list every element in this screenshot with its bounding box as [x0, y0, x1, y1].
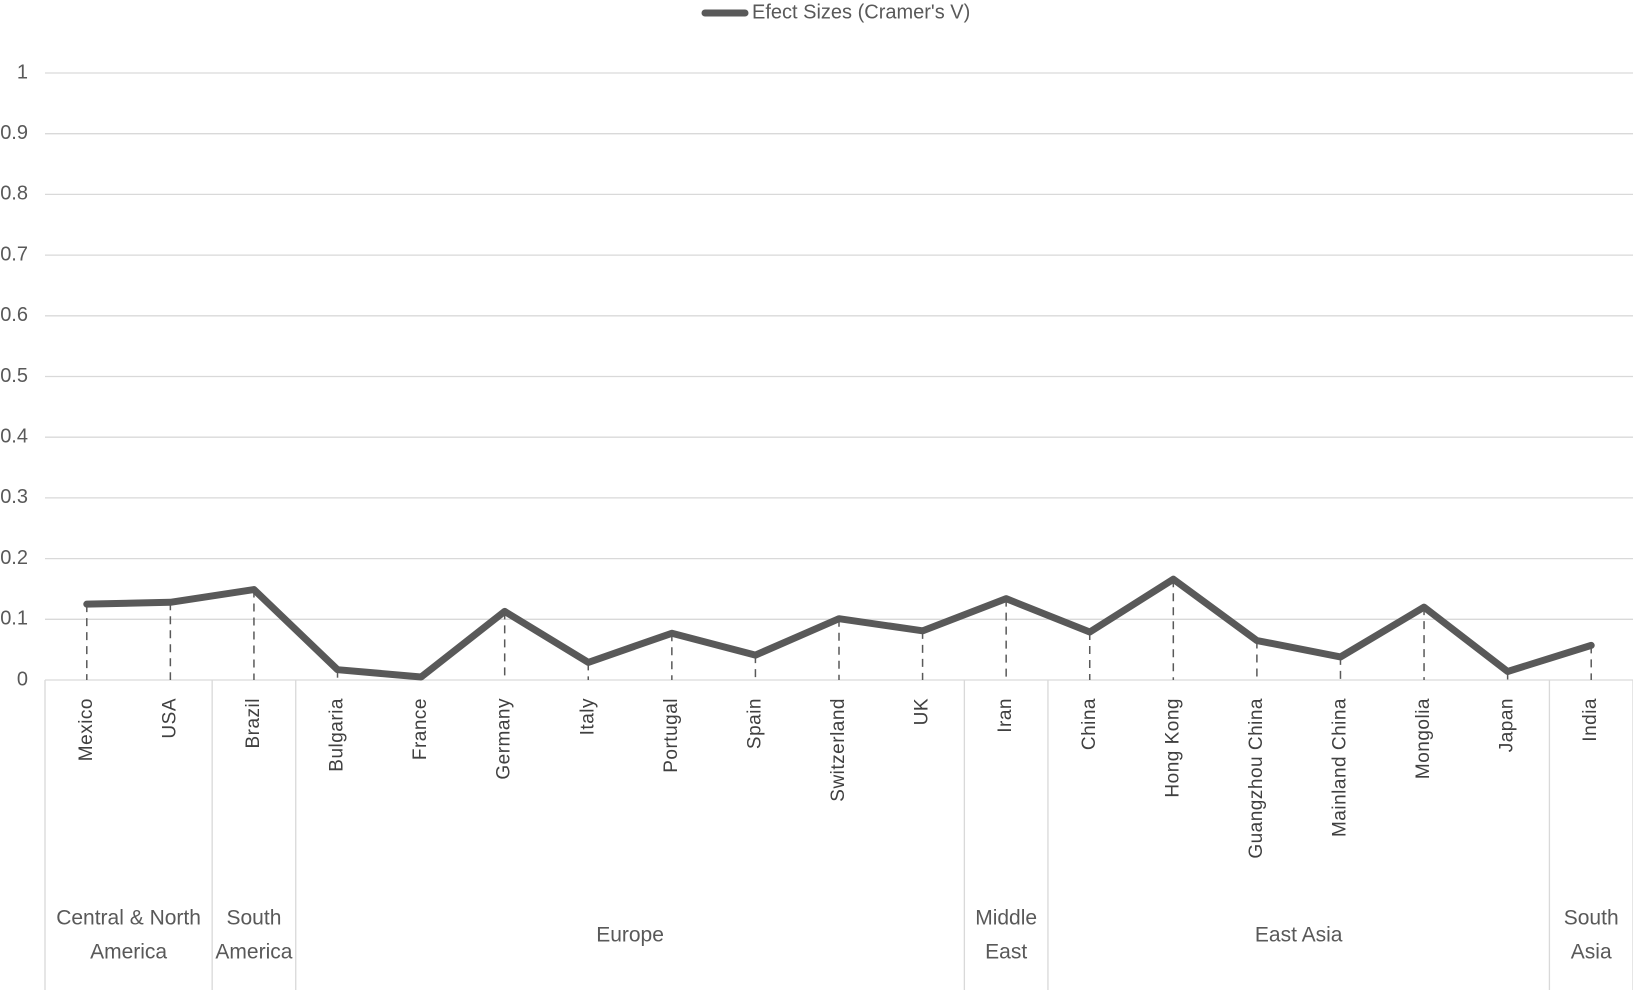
y-tick-label: 0.4	[0, 425, 28, 447]
x-tick-label: Spain	[744, 698, 765, 749]
x-tick-label: Switzerland	[828, 698, 849, 802]
y-tick-label: 0.9	[0, 122, 28, 144]
x-tick-label: Mongolia	[1413, 698, 1434, 779]
y-tick-label: 0	[17, 668, 28, 690]
x-tick-label: Brazil	[243, 698, 264, 749]
group-label: South	[1564, 907, 1619, 930]
y-tick-label: 0.7	[0, 243, 28, 265]
x-tick-label: Mexico	[76, 698, 97, 761]
y-tick-label: 1	[17, 61, 28, 83]
x-tick-label: France	[410, 698, 431, 760]
x-tick-label: Portugal	[661, 698, 682, 773]
x-tick-label: UK	[912, 698, 933, 725]
x-tick-label: USA	[159, 698, 180, 739]
x-tick-label: Japan	[1497, 698, 1518, 752]
group-label: America	[215, 941, 292, 964]
series-line	[83, 575, 1595, 681]
y-tick-label: 0.1	[0, 608, 28, 630]
x-tick-label: Iran	[995, 698, 1016, 733]
y-tick-label: 0.3	[0, 486, 28, 508]
x-tick-label: Italy	[577, 698, 598, 735]
x-tick-label: Bulgaria	[327, 698, 348, 772]
x-tick-label: Mainland China	[1329, 698, 1350, 837]
group-label: East	[985, 941, 1027, 964]
y-tick-label: 0.8	[0, 183, 28, 205]
x-tick-label: Guangzhou China	[1246, 698, 1267, 859]
group-label: East Asia	[1255, 924, 1343, 947]
x-tick-label: Germany	[494, 698, 515, 780]
group-label: Asia	[1571, 941, 1612, 964]
y-tick-label: 0.2	[0, 547, 28, 569]
group-label: South	[227, 907, 282, 930]
y-tick-label: 0.6	[0, 304, 28, 326]
y-tick-label: 0.5	[0, 365, 28, 387]
x-tick-label: India	[1580, 698, 1601, 742]
x-tick-label: China	[1079, 698, 1100, 750]
group-label: America	[90, 941, 167, 964]
legend-label: Efect Sizes (Cramer's V)	[752, 1, 970, 23]
x-tick-label: Hong Kong	[1162, 698, 1183, 798]
group-label: Middle	[975, 907, 1037, 930]
group-label: Europe	[596, 924, 664, 947]
group-label: Central & North	[56, 907, 201, 930]
